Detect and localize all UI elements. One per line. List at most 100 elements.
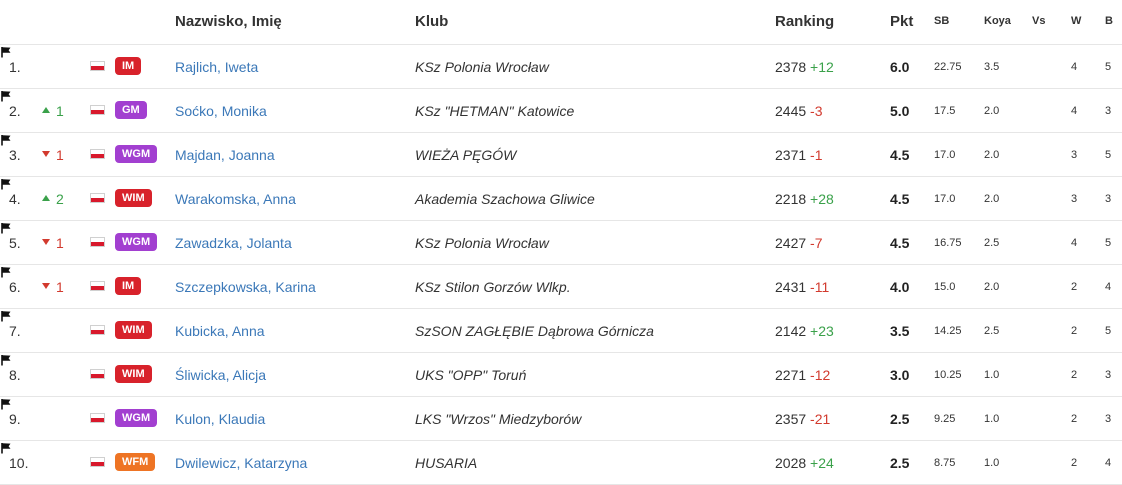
koya-score: 2.0 — [984, 149, 1000, 161]
flag-icon[interactable] — [0, 134, 12, 146]
points: 6.0 — [890, 59, 910, 75]
club-name: KSz Polonia Wrocław — [415, 59, 549, 75]
header-sb[interactable]: SB — [934, 15, 950, 27]
table-row[interactable]: 1. IM Rajlich, Iweta KSz Polonia Wrocław 237… — [0, 45, 1122, 89]
koya-score: 2.0 — [984, 193, 1000, 205]
rating-value: 2378 — [775, 59, 807, 75]
koya-score: 1.0 — [984, 457, 1000, 469]
position: 9. — [9, 411, 21, 427]
points: 4.5 — [890, 235, 910, 251]
rating: 2271 -12 — [775, 367, 830, 383]
white-games: 4 — [1071, 237, 1078, 249]
rating: 2431 -11 — [775, 279, 829, 295]
poland-flag-icon — [90, 369, 105, 379]
flag-icon[interactable] — [0, 90, 12, 102]
header-pts[interactable]: Pkt — [890, 13, 914, 30]
rating-value: 2271 — [775, 367, 807, 383]
table-body: 1. IM Rajlich, Iweta KSz Polonia Wrocław 237… — [0, 45, 1122, 485]
rating: 2378 +12 — [775, 59, 834, 75]
points: 4.0 — [890, 279, 910, 295]
white-games: 2 — [1071, 369, 1078, 381]
header-w[interactable]: W — [1071, 15, 1082, 27]
rating-change: -7 — [810, 235, 823, 251]
table-row[interactable]: 5. 1 WGM Zawadzka, Jolanta KSz Polonia Wrocł… — [0, 221, 1122, 265]
title-badge: WIM — [115, 365, 152, 383]
player-name-link[interactable]: Rajlich, Iweta — [175, 59, 259, 75]
sb-score: 9.25 — [934, 413, 956, 425]
flag-icon[interactable] — [0, 398, 12, 410]
title-badge: WGM — [115, 409, 158, 427]
koya-score: 1.0 — [984, 369, 1000, 381]
black-games: 3 — [1105, 105, 1112, 117]
table-row[interactable]: 10. WFM Dwilewicz, Katarzyna HUSARIA 2028 +2… — [0, 441, 1122, 485]
flag-icon[interactable] — [0, 310, 12, 322]
white-games: 4 — [1071, 105, 1078, 117]
position: 4. — [9, 191, 21, 207]
player-name-link[interactable]: Śliwicka, Alicja — [175, 367, 267, 383]
sb-score: 15.0 — [934, 281, 956, 293]
points: 5.0 — [890, 103, 910, 119]
rating: 2142 +23 — [775, 323, 834, 339]
flag-icon[interactable] — [0, 442, 12, 454]
player-name-link[interactable]: Majdan, Joanna — [175, 147, 275, 163]
sb-score: 17.0 — [934, 193, 956, 205]
black-games: 3 — [1105, 193, 1112, 205]
black-games: 5 — [1105, 325, 1112, 337]
rating-value: 2431 — [775, 279, 807, 295]
black-games: 4 — [1105, 457, 1112, 469]
player-name-link[interactable]: Kubicka, Anna — [175, 323, 265, 339]
koya-score: 3.5 — [984, 61, 1000, 73]
rating: 2218 +28 — [775, 191, 834, 207]
title-badge: WFM — [115, 453, 156, 471]
header-koya[interactable]: Koya — [984, 15, 1011, 27]
table-row[interactable]: 2. 1 GM Soćko, Monika KSz "HETMAN" Katowice 2… — [0, 89, 1122, 133]
points: 4.5 — [890, 147, 910, 163]
poland-flag-icon — [90, 149, 105, 159]
black-games: 4 — [1105, 281, 1112, 293]
black-games: 3 — [1105, 413, 1112, 425]
arrow-down-icon — [42, 151, 50, 158]
club-name: LKS "Wrzos" Miedzyborów — [415, 411, 582, 427]
club-name: KSz Stilon Gorzów Wlkp. — [415, 279, 571, 295]
table-row[interactable]: 9. WGM Kulon, Klaudia LKS "Wrzos" Miedzybor… — [0, 397, 1122, 441]
rank-change-up: 1 — [42, 103, 64, 119]
rating-value: 2218 — [775, 191, 807, 207]
flag-icon[interactable] — [0, 46, 12, 58]
table-row[interactable]: 6. 1 IM Szczepkowska, Karina KSz Stilon Gorz… — [0, 265, 1122, 309]
poland-flag-icon — [90, 457, 105, 467]
table-row[interactable]: 4. 2 WIM Warakomska, Anna Akademia Szachowa … — [0, 177, 1122, 221]
table-row[interactable]: 7. WIM Kubicka, Anna SzSON ZAGŁĘBIE Dąbrowa… — [0, 309, 1122, 353]
flag-icon[interactable] — [0, 222, 12, 234]
white-games: 4 — [1071, 61, 1078, 73]
flag-icon[interactable] — [0, 266, 12, 278]
rating-change: +28 — [810, 191, 834, 207]
poland-flag-icon — [90, 281, 105, 291]
table-row[interactable]: 3. 1 WGM Majdan, Joanna WIEŻA PĘGÓW 2371 -1 4.… — [0, 133, 1122, 177]
sb-score: 16.75 — [934, 237, 962, 249]
white-games: 3 — [1071, 149, 1078, 161]
poland-flag-icon — [90, 413, 105, 423]
header-name[interactable]: Nazwisko, Imię — [175, 13, 282, 30]
rating-change: -12 — [810, 367, 831, 383]
title-badge: GM — [115, 101, 147, 119]
poland-flag-icon — [90, 325, 105, 335]
header-b[interactable]: B — [1105, 15, 1113, 27]
header-club[interactable]: Klub — [415, 13, 449, 30]
player-name-link[interactable]: Zawadzka, Jolanta — [175, 235, 292, 251]
koya-score: 2.0 — [984, 105, 1000, 117]
player-name-link[interactable]: Soćko, Monika — [175, 103, 267, 119]
player-name-link[interactable]: Dwilewicz, Katarzyna — [175, 455, 308, 471]
black-games: 5 — [1105, 237, 1112, 249]
points: 3.0 — [890, 367, 910, 383]
player-name-link[interactable]: Warakomska, Anna — [175, 191, 296, 207]
flag-icon[interactable] — [0, 178, 12, 190]
rank-change-down: 1 — [42, 279, 64, 295]
player-name-link[interactable]: Szczepkowska, Karina — [175, 279, 316, 295]
points: 2.5 — [890, 411, 910, 427]
position: 2. — [9, 103, 21, 119]
black-games: 5 — [1105, 61, 1112, 73]
header-ranking[interactable]: Ranking — [775, 13, 835, 30]
player-name-link[interactable]: Kulon, Klaudia — [175, 411, 266, 427]
table-row[interactable]: 8. WIM Śliwicka, Alicja UKS "OPP" Toruń 2271… — [0, 353, 1122, 397]
flag-icon[interactable] — [0, 354, 12, 366]
